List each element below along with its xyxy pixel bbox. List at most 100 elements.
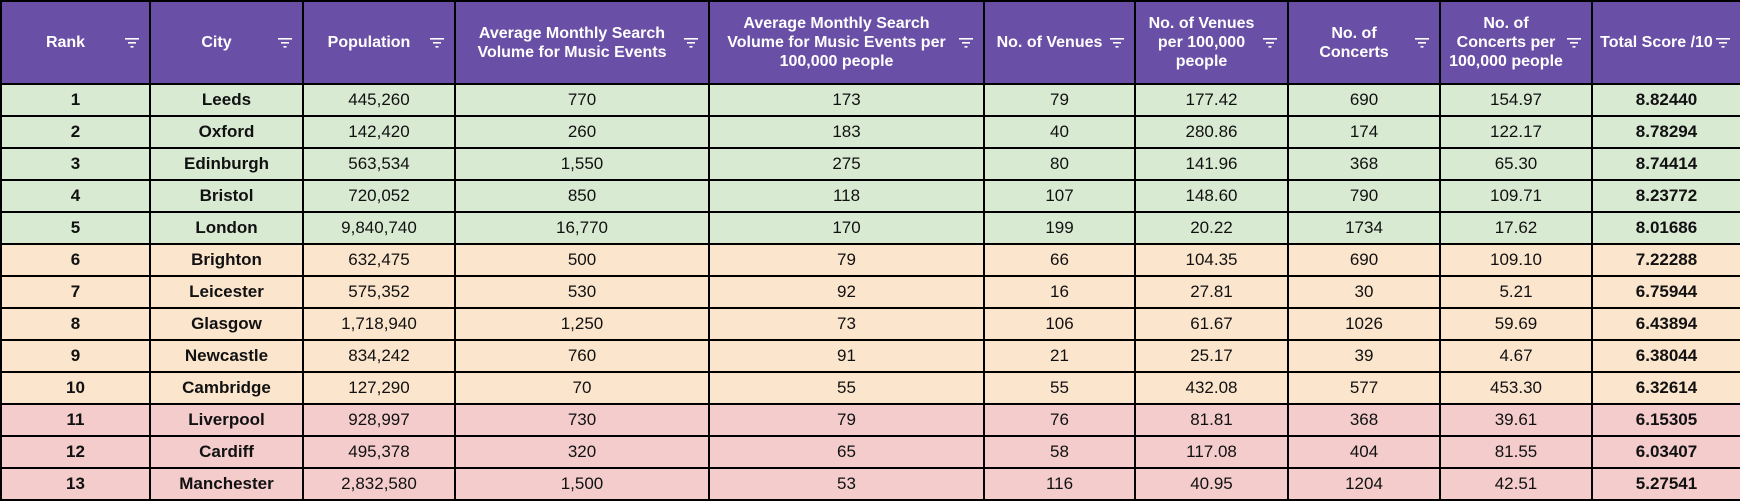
column-header-search-volume-per-100k: Average Monthly Search Volume for Music … [708,0,985,85]
cell-rank: 1 [0,83,151,117]
cell-city: Leeds [149,83,304,117]
cell-search-volume-per-100k: 79 [708,403,985,437]
cell-venues-per-100k: 25.17 [1134,339,1289,373]
column-header-concerts: No. of Concerts [1287,0,1441,85]
table-row: 5 London 9,840,740 16,770 170 199 20.22 1734 17.… [0,211,1740,245]
cell-search-volume: 70 [454,371,710,405]
table-row: 12 Cardiff 495,378 320 65 58 117.08 404 81.55 6.0… [0,435,1740,469]
cell-rank: 2 [0,115,151,149]
cell-city: Leicester [149,275,304,309]
cell-concerts-per-100k: 59.69 [1439,307,1593,341]
cell-concerts: 1204 [1287,467,1441,501]
cell-rank: 9 [0,339,151,373]
cell-city: Cambridge [149,371,304,405]
column-header-label: City [201,34,232,51]
cell-search-volume: 730 [454,403,710,437]
cell-population: 575,352 [302,275,456,309]
cell-rank: 7 [0,275,151,309]
cell-concerts-per-100k: 154.97 [1439,83,1593,117]
column-header-rank: Rank [0,0,151,85]
cell-search-volume-per-100k: 79 [708,243,985,277]
cell-concerts: 690 [1287,243,1441,277]
cell-concerts: 174 [1287,115,1441,149]
cell-population: 495,378 [302,435,456,469]
cell-search-volume-per-100k: 173 [708,83,985,117]
cell-concerts-per-100k: 5.21 [1439,275,1593,309]
filter-icon[interactable] [1110,37,1124,48]
cell-total-score: 8.82440 [1591,83,1740,117]
filter-icon[interactable] [1567,37,1581,48]
cell-population: 9,840,740 [302,211,456,245]
cell-venues: 40 [983,115,1136,149]
cell-search-volume: 16,770 [454,211,710,245]
column-header-label: Average Monthly Search Volume for Music … [727,15,946,70]
cell-concerts: 39 [1287,339,1441,373]
cell-concerts-per-100k: 81.55 [1439,435,1593,469]
cell-venues: 58 [983,435,1136,469]
cell-venues-per-100k: 104.35 [1134,243,1289,277]
column-header-search-volume: Average Monthly Search Volume for Music … [454,0,710,85]
cell-population: 445,260 [302,83,456,117]
cell-rank: 10 [0,371,151,405]
filter-icon[interactable] [959,37,973,48]
cell-population: 720,052 [302,179,456,213]
cell-concerts-per-100k: 453.30 [1439,371,1593,405]
cell-search-volume: 770 [454,83,710,117]
cell-rank: 6 [0,243,151,277]
cell-concerts-per-100k: 109.71 [1439,179,1593,213]
column-header-venues: No. of Venues [983,0,1136,85]
cell-venues-per-100k: 280.86 [1134,115,1289,149]
filter-icon[interactable] [1263,37,1277,48]
cell-population: 142,420 [302,115,456,149]
table-row: 7 Leicester 575,352 530 92 16 27.81 30 5.21 6.759… [0,275,1740,309]
cell-venues-per-100k: 117.08 [1134,435,1289,469]
table-row: 2 Oxford 142,420 260 183 40 280.86 174 122.17 8.7… [0,115,1740,149]
cell-total-score: 6.32614 [1591,371,1740,405]
cell-search-volume: 320 [454,435,710,469]
filter-icon[interactable] [1716,37,1730,48]
cell-search-volume: 530 [454,275,710,309]
table-row: 1 Leeds 445,260 770 173 79 177.42 690 154.97 8.82… [0,83,1740,117]
cell-population: 632,475 [302,243,456,277]
cell-search-volume-per-100k: 91 [708,339,985,373]
cell-rank: 8 [0,307,151,341]
cell-venues: 199 [983,211,1136,245]
column-header-city: City [149,0,304,85]
table-row: 3 Edinburgh 563,534 1,550 275 80 141.96 368 65.3… [0,147,1740,181]
cell-rank: 5 [0,211,151,245]
table-row: 11 Liverpool 928,997 730 79 76 81.81 368 39.61 6.… [0,403,1740,437]
cell-venues: 66 [983,243,1136,277]
cell-venues-per-100k: 177.42 [1134,83,1289,117]
cell-search-volume: 500 [454,243,710,277]
cell-rank: 3 [0,147,151,181]
cell-search-volume: 850 [454,179,710,213]
filter-icon[interactable] [430,37,444,48]
cell-venues-per-100k: 20.22 [1134,211,1289,245]
cell-population: 2,832,580 [302,467,456,501]
filter-icon[interactable] [278,37,292,48]
filter-icon[interactable] [125,37,139,48]
cell-population: 1,718,940 [302,307,456,341]
column-header-label: No. of Venues per 100,000 people [1148,15,1255,70]
filter-icon[interactable] [1415,37,1429,48]
cell-venues: 16 [983,275,1136,309]
cell-concerts-per-100k: 4.67 [1439,339,1593,373]
cell-concerts: 690 [1287,83,1441,117]
cell-total-score: 5.27541 [1591,467,1740,501]
cell-concerts: 577 [1287,371,1441,405]
cell-concerts: 30 [1287,275,1441,309]
filter-icon[interactable] [684,37,698,48]
table-row: 8 Glasgow 1,718,940 1,250 73 106 61.67 1026 59.6… [0,307,1740,341]
cell-city: Manchester [149,467,304,501]
cell-population: 834,242 [302,339,456,373]
cell-total-score: 8.01686 [1591,211,1740,245]
cell-total-score: 7.22288 [1591,243,1740,277]
cell-city: Oxford [149,115,304,149]
table-row: 10 Cambridge 127,290 70 55 55 432.08 577 453.30 6… [0,371,1740,405]
cell-city: Edinburgh [149,147,304,181]
cell-concerts: 790 [1287,179,1441,213]
cell-total-score: 6.75944 [1591,275,1740,309]
cell-venues: 116 [983,467,1136,501]
table-body: 1 Leeds 445,260 770 173 79 177.42 690 154.97 8.82… [0,83,1740,501]
